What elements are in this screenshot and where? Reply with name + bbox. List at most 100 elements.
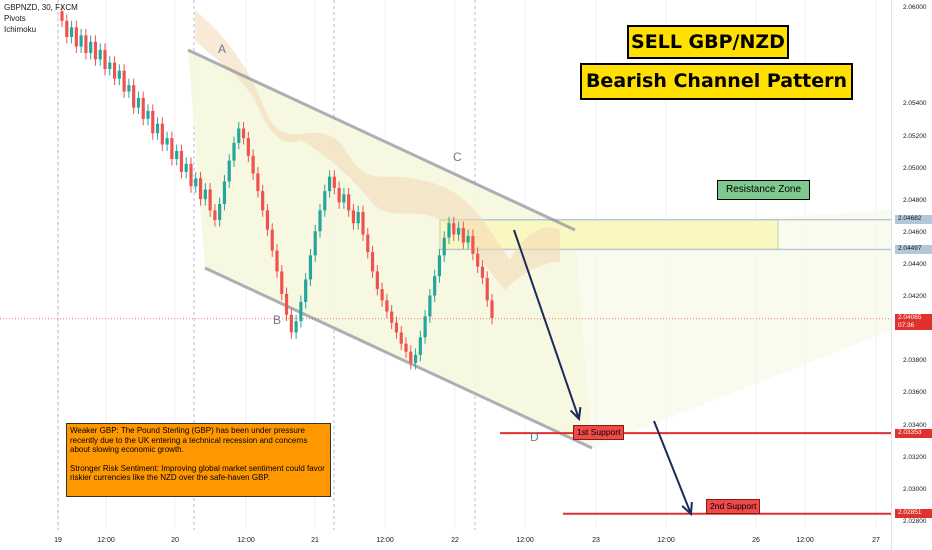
candle-body	[399, 332, 403, 344]
candle-body	[275, 250, 279, 272]
candle-body	[165, 138, 169, 145]
candle-body	[332, 176, 336, 188]
candle-body	[184, 163, 188, 172]
candle-body	[65, 20, 69, 37]
candle-body	[251, 155, 255, 174]
down-arrow-first-head	[569, 406, 582, 422]
candle-body	[428, 295, 432, 317]
candle-body	[452, 223, 456, 235]
candle-body	[270, 229, 274, 251]
candle-body	[361, 212, 365, 235]
candle-body	[112, 62, 117, 79]
x-tick-label: 12:00	[97, 537, 115, 544]
y-tick-label: 2.05400	[903, 100, 927, 108]
candle-body	[280, 271, 284, 294]
candle-body	[471, 236, 475, 254]
down-arrow-second-head	[681, 501, 693, 517]
candle-body	[132, 85, 136, 108]
candle-body	[294, 321, 298, 333]
note-risk-sentiment: Stronger Risk Sentiment: Improving globa…	[70, 463, 325, 483]
candle-body	[466, 236, 470, 243]
x-tick-label: 23	[592, 537, 600, 544]
candle-body	[69, 27, 74, 37]
candle-body	[413, 354, 418, 363]
candle-body	[170, 138, 174, 159]
y-tick-label: 2.04600	[903, 228, 927, 236]
price-level-value: 2.03353	[898, 428, 922, 436]
y-tick-label: 2.06000	[903, 4, 927, 12]
candle-body	[213, 210, 217, 221]
candle-body	[122, 70, 126, 92]
channel-fill	[188, 50, 592, 448]
note-weaker-gbp: Weaker GBP: The Pound Sterling (GBP) has…	[70, 426, 308, 455]
point-a-label: A	[218, 42, 227, 56]
x-tick-label: 12:00	[237, 537, 255, 544]
x-tick-label: 12:00	[796, 537, 814, 544]
candle-body	[380, 289, 384, 301]
candle-body	[160, 123, 164, 145]
y-tick-label: 2.03600	[903, 389, 927, 397]
symbol-line[interactable]: GBPNZD, 30, FXCM	[4, 3, 78, 12]
price-level-tag: 2.02851	[895, 509, 932, 519]
fundamental-note: Weaker GBP: The Pound Sterling (GBP) has…	[66, 423, 331, 497]
candle-body	[461, 228, 465, 243]
x-tick-label: 26	[752, 537, 760, 544]
candle-body	[323, 191, 327, 211]
y-tick-label: 2.03200	[903, 453, 927, 461]
candle-body	[93, 41, 98, 60]
price-level-value: 2.04497	[898, 244, 922, 252]
candle-body	[299, 301, 303, 322]
candle-body	[423, 316, 427, 338]
y-tick-label: 2.03400	[903, 421, 927, 429]
candle-body	[79, 35, 83, 47]
candle-body	[318, 210, 322, 232]
candle-body	[84, 35, 88, 53]
channel-projection-fill	[575, 210, 892, 448]
candle-body	[74, 27, 78, 47]
channel-upper-line	[187, 48, 576, 232]
x-tick-label: 27	[872, 537, 880, 544]
candle-body	[198, 178, 203, 200]
y-tick-label: 2.04200	[903, 293, 927, 301]
indicator-pivots[interactable]: Pivots	[4, 14, 26, 23]
x-tick-label: 22	[451, 537, 459, 544]
candle-body	[342, 194, 346, 203]
price-axis[interactable]	[891, 0, 932, 550]
candle-body	[308, 255, 313, 280]
y-tick-label: 2.05200	[903, 132, 927, 140]
point-c-label: C	[453, 150, 462, 164]
candle-body	[175, 150, 179, 159]
candle-body	[261, 191, 265, 211]
candle-body	[347, 194, 351, 211]
x-tick-label: 12:00	[376, 537, 394, 544]
point-b-label: B	[273, 313, 282, 327]
candle-body	[404, 343, 408, 352]
candle-body	[256, 173, 260, 192]
candle-body	[117, 70, 121, 79]
price-level-tag: 2.03353	[895, 428, 932, 438]
point-d-label: D	[530, 430, 539, 444]
candle-body	[218, 203, 222, 221]
down-arrow-second	[653, 420, 692, 515]
candle-body	[89, 41, 93, 53]
candle-body	[155, 123, 160, 134]
x-tick-label: 12:00	[657, 537, 675, 544]
x-tick-label: 12:00	[516, 537, 534, 544]
x-tick-label: 19	[54, 537, 62, 544]
candle-body	[370, 252, 375, 272]
candle-body	[127, 85, 131, 92]
price-level-tag: 2.04682	[895, 215, 932, 225]
resistance-zone-label: Resistance Zone	[717, 180, 810, 200]
candle-body	[289, 314, 293, 333]
indicator-ichimoku[interactable]: Ichimoku	[4, 25, 37, 34]
price-level-value: 2.04682	[898, 215, 922, 223]
candle-body	[60, 11, 64, 21]
candle-body	[136, 97, 141, 108]
candle-body	[237, 128, 241, 143]
candle-body	[437, 255, 442, 277]
candle-body	[222, 181, 227, 204]
y-tick-label: 2.04800	[903, 196, 927, 204]
candle-body	[409, 351, 413, 363]
candle-body	[103, 49, 107, 70]
